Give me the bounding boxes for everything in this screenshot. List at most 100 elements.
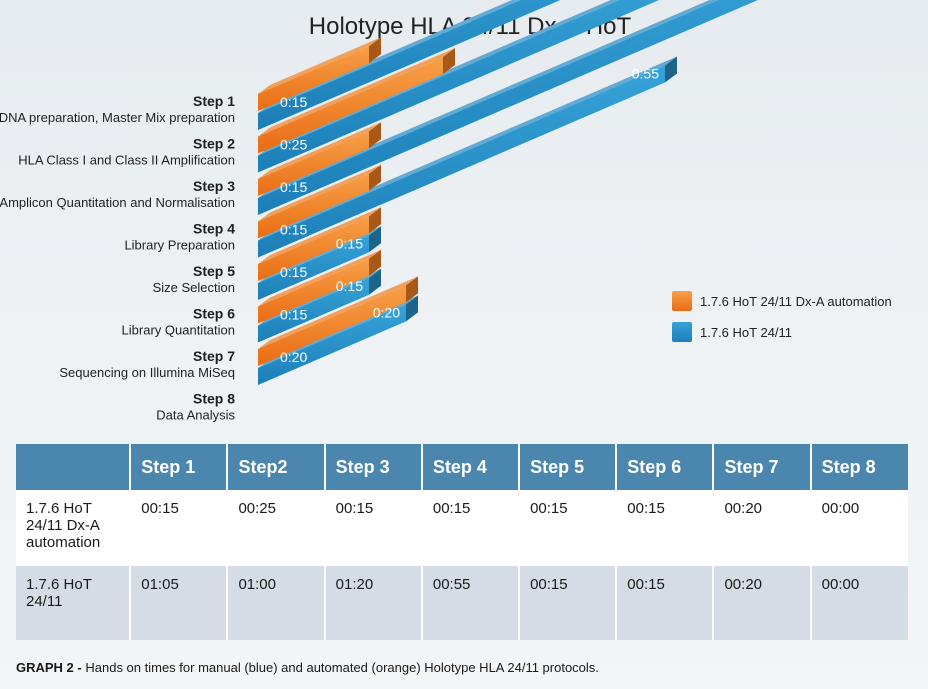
table-header-cell: Step 4 — [421, 444, 521, 490]
bar-top-face — [258, 122, 381, 179]
table-cell: 00:00 — [810, 490, 908, 566]
table-cell: 00:15 — [616, 566, 715, 640]
legend-item-automation: 1.7.6 HoT 24/11 Dx-A automation — [672, 288, 912, 314]
table-cell: 00:55 — [421, 566, 521, 640]
legend-swatch-orange — [672, 291, 692, 311]
step-name-label: Amplicon Quantitation and Normalisation — [0, 195, 235, 210]
bar-end-cap — [369, 249, 381, 276]
bar-value-label-automation: 0:15 — [280, 179, 307, 195]
table-header-cell: Step 1 — [130, 444, 229, 490]
table-cell: 00:15 — [324, 490, 423, 566]
bar-top-face — [258, 56, 677, 241]
bar-value-label-manual: 0:15 — [336, 278, 363, 294]
bar-end-cap — [406, 295, 418, 322]
table-header-cell: Step 3 — [324, 444, 423, 490]
table-cell: 01:20 — [324, 566, 423, 640]
table-cell: 00:15 — [130, 490, 229, 566]
bar-value-label-automation: 0:15 — [280, 307, 307, 323]
caption-prefix: GRAPH 2 - — [16, 660, 82, 675]
step-label: Step 2 — [193, 136, 235, 152]
table-row: 1.7.6 HoT 24/11 Dx-A automation 00:15 00… — [16, 490, 908, 566]
bar-automation — [258, 48, 455, 154]
table-cell: 00:25 — [227, 490, 326, 566]
step-label: Step 8 — [193, 391, 235, 407]
bar-end-cap — [369, 164, 381, 191]
step-label: Step 4 — [193, 221, 235, 237]
bar-value-label-manual: 0:20 — [373, 304, 400, 320]
bar-top-face — [258, 37, 381, 94]
bar-manual — [258, 56, 677, 258]
bar-value-label-automation: 0:15 — [280, 222, 307, 238]
bar-end-cap — [369, 122, 381, 149]
bar-front-face — [258, 258, 369, 324]
bar-value-label-automation: 0:25 — [280, 137, 307, 153]
table-cell: 00:15 — [616, 490, 715, 566]
legend-swatch-blue — [672, 322, 692, 342]
bar-top-face — [258, 276, 418, 349]
table-cell: 00:15 — [519, 566, 618, 640]
bar-end-cap — [369, 207, 381, 234]
bar-automation — [258, 207, 381, 281]
bar-end-cap — [443, 48, 455, 74]
table-header-cell: Step 6 — [616, 444, 715, 490]
bar-value-label-automation: 0:15 — [280, 264, 307, 280]
step-label: Step 5 — [193, 263, 235, 279]
bar-automation — [258, 164, 381, 239]
bar-end-cap — [369, 268, 381, 295]
bar-end-cap — [665, 56, 677, 83]
bar-automation — [258, 122, 381, 196]
table-header-cell — [16, 444, 132, 490]
bar-end-cap — [369, 226, 381, 253]
table-cell: 00:15 — [421, 490, 521, 566]
bar-front-face — [258, 0, 660, 173]
bar-front-face — [258, 285, 406, 366]
row-label: 1.7.6 HoT 24/11 Dx-A automation — [16, 490, 132, 566]
bar-front-face — [258, 277, 369, 343]
table-cell: 00:00 — [810, 566, 908, 640]
bar-end-cap — [406, 276, 418, 303]
bar-front-face — [258, 173, 369, 239]
step-label: Step 6 — [193, 306, 235, 322]
step-name-label: HLA Class I and Class II Amplification — [18, 153, 235, 168]
bar-manual — [258, 0, 758, 215]
bar-value-label-automation: 0:15 — [280, 94, 307, 110]
table-cell: 01:00 — [227, 566, 326, 640]
bar-manual — [258, 0, 660, 173]
bar-front-face — [258, 46, 369, 111]
step-label: Step 7 — [193, 348, 235, 364]
row-label: 1.7.6 HoT 24/11 — [16, 566, 132, 640]
step-name-label: gDNA preparation, Master Mix preparation — [0, 110, 235, 125]
bar-automation — [258, 276, 418, 366]
bar-front-face — [258, 131, 369, 196]
table-cell: 01:05 — [130, 566, 229, 640]
bar-front-face — [258, 0, 758, 215]
table-header-cell: Step 5 — [519, 444, 618, 490]
table-row: 1.7.6 HoT 24/11 01:05 01:00 01:20 00:55 … — [16, 566, 908, 640]
bar-front-face — [258, 235, 369, 300]
bar-front-face — [258, 304, 406, 385]
bar-automation — [258, 249, 381, 324]
step-name-label: Data Analysis — [156, 408, 235, 423]
bars: 0:151:050:251:000:151:200:150:550:150:15… — [258, 0, 758, 385]
step-label: Step 1 — [193, 93, 235, 109]
bar-front-face — [258, 65, 665, 258]
times-table: Step 1 Step2 Step 3 Step 4 Step 5 Step 6… — [16, 444, 908, 640]
step-name-label: Size Selection — [153, 280, 235, 295]
bar-value-label-manual: 0:55 — [632, 65, 659, 81]
bar-top-face — [258, 249, 381, 307]
step-name-label: Library Preparation — [124, 238, 235, 253]
step-label: Step 3 — [193, 178, 235, 194]
legend-item-manual: 1.7.6 HoT 24/11 — [672, 319, 912, 345]
legend-label-automation: 1.7.6 HoT 24/11 Dx-A automation — [700, 293, 892, 309]
step-name-label: Library Quantitation — [122, 323, 235, 338]
figure-caption: GRAPH 2 - Hands on times for manual (blu… — [16, 660, 916, 675]
bar-front-face — [258, 57, 443, 154]
bar-front-face — [258, 0, 561, 130]
table-header-cell: Step 8 — [810, 444, 908, 490]
table-header-cell: Step 7 — [713, 444, 812, 490]
table-cell: 00:15 — [519, 490, 618, 566]
bar-value-label-manual: 0:15 — [336, 235, 363, 251]
legend-label-manual: 1.7.6 HoT 24/11 — [700, 324, 793, 340]
